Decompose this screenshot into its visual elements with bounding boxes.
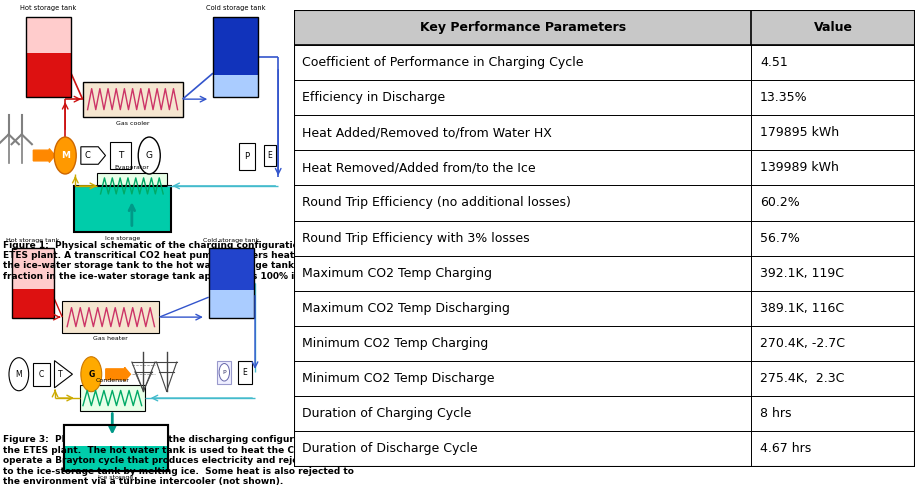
Text: Heat Removed/Added from/to the Ice: Heat Removed/Added from/to the Ice (301, 161, 535, 174)
Text: T: T (118, 151, 123, 160)
Text: 179895 kWh: 179895 kWh (759, 126, 838, 139)
Text: Coefficient of Performance in Charging Cycle: Coefficient of Performance in Charging C… (301, 56, 583, 69)
Bar (294, 10, 914, 45)
Bar (209, 248, 254, 290)
Text: Round Trip Efficiency (no additional losses): Round Trip Efficiency (no additional los… (301, 196, 570, 209)
Bar (12, 248, 53, 318)
Text: Figure 1:  Physical schematic of the charging configuration of the
ETES plant. A: Figure 1: Physical schematic of the char… (3, 241, 340, 281)
Bar (209, 248, 254, 318)
Circle shape (54, 137, 76, 174)
Text: Hot storage tank: Hot storage tank (20, 5, 76, 11)
Text: 275.4K,  2.3C: 275.4K, 2.3C (759, 372, 844, 385)
Text: E: E (243, 368, 247, 377)
Bar (97, 173, 166, 199)
Text: 56.7%: 56.7% (759, 232, 800, 244)
Text: M: M (16, 370, 22, 379)
FancyArrow shape (33, 149, 55, 162)
Text: Gas heater: Gas heater (94, 336, 128, 341)
Text: Hot storage tank: Hot storage tank (6, 238, 59, 243)
Text: Minimum CO2 Temp Charging: Minimum CO2 Temp Charging (301, 337, 488, 350)
Bar (217, 361, 231, 384)
Text: Key Performance Parameters: Key Performance Parameters (419, 21, 625, 34)
Text: E: E (267, 151, 272, 160)
Bar (63, 425, 168, 446)
FancyArrow shape (81, 147, 106, 164)
Bar (80, 385, 145, 411)
Bar (12, 289, 53, 318)
Bar (26, 53, 71, 97)
Text: 60.2%: 60.2% (759, 196, 799, 209)
Bar (237, 361, 252, 384)
Text: Cold storage tank: Cold storage tank (206, 5, 265, 11)
Bar (63, 425, 168, 471)
Bar (109, 142, 131, 169)
Bar (294, 291, 914, 326)
Text: 270.4K, -2.7C: 270.4K, -2.7C (759, 337, 845, 350)
Text: Duration of Discharge Cycle: Duration of Discharge Cycle (301, 442, 477, 455)
Bar (63, 425, 168, 471)
Text: Figure 3:  Physical schematic of the discharging configuration of
the ETES plant: Figure 3: Physical schematic of the disc… (3, 435, 354, 486)
Bar (213, 17, 257, 97)
Bar (62, 301, 159, 333)
Text: G: G (145, 151, 153, 160)
Circle shape (81, 357, 102, 392)
Text: Maximum CO2 Temp Discharging: Maximum CO2 Temp Discharging (301, 302, 509, 315)
Text: 4.51: 4.51 (759, 56, 787, 69)
Text: 13.35%: 13.35% (759, 91, 807, 104)
Text: Heat Added/Removed to/from Water HX: Heat Added/Removed to/from Water HX (301, 126, 551, 139)
Circle shape (138, 137, 160, 174)
Bar (26, 17, 71, 97)
Text: C: C (40, 370, 44, 379)
Circle shape (9, 358, 28, 391)
Polygon shape (54, 361, 73, 388)
Bar (213, 17, 257, 75)
Bar (12, 248, 53, 318)
Text: T: T (58, 370, 62, 379)
Text: Cold storage tank: Cold storage tank (203, 238, 259, 243)
Bar (294, 150, 914, 186)
Text: Minimum CO2 Temp Discharge: Minimum CO2 Temp Discharge (301, 372, 494, 385)
Text: Value: Value (812, 21, 852, 34)
Text: Efficiency in Discharge: Efficiency in Discharge (301, 91, 445, 104)
Bar (26, 17, 71, 97)
Text: Round Trip Efficiency with 3% losses: Round Trip Efficiency with 3% losses (301, 232, 529, 244)
Bar (294, 45, 914, 80)
FancyArrow shape (264, 145, 276, 166)
Bar (294, 186, 914, 221)
Text: Evaporator: Evaporator (114, 165, 149, 170)
Text: Gas cooler: Gas cooler (116, 121, 149, 125)
Text: C: C (84, 151, 90, 160)
Bar (294, 115, 914, 150)
Text: Ice storage: Ice storage (98, 475, 133, 480)
Text: Maximum CO2 Temp Charging: Maximum CO2 Temp Charging (301, 267, 492, 280)
Text: P: P (244, 152, 249, 161)
Text: M: M (61, 151, 70, 160)
Text: G: G (88, 370, 95, 379)
Text: Duration of Charging Cycle: Duration of Charging Cycle (301, 407, 471, 420)
Text: 4.67 hrs: 4.67 hrs (759, 442, 811, 455)
Bar (239, 143, 255, 170)
Bar (294, 80, 914, 115)
Text: 392.1K, 119C: 392.1K, 119C (759, 267, 844, 280)
Bar (294, 432, 914, 467)
Text: Condenser: Condenser (96, 378, 129, 383)
Bar (294, 396, 914, 432)
Text: 139989 kWh: 139989 kWh (759, 161, 838, 174)
Bar (294, 221, 914, 256)
Text: 389.1K, 116C: 389.1K, 116C (759, 302, 844, 315)
Text: P: P (222, 370, 226, 375)
Bar (213, 17, 257, 97)
Bar (209, 248, 254, 318)
Circle shape (219, 364, 229, 381)
Text: Ice storage: Ice storage (105, 236, 140, 241)
Text: 8 hrs: 8 hrs (759, 407, 790, 420)
Bar (294, 326, 914, 361)
Bar (294, 361, 914, 396)
Bar (294, 256, 914, 291)
Bar (33, 363, 50, 386)
Bar (74, 186, 171, 232)
Bar (83, 82, 182, 117)
FancyArrow shape (106, 367, 130, 381)
